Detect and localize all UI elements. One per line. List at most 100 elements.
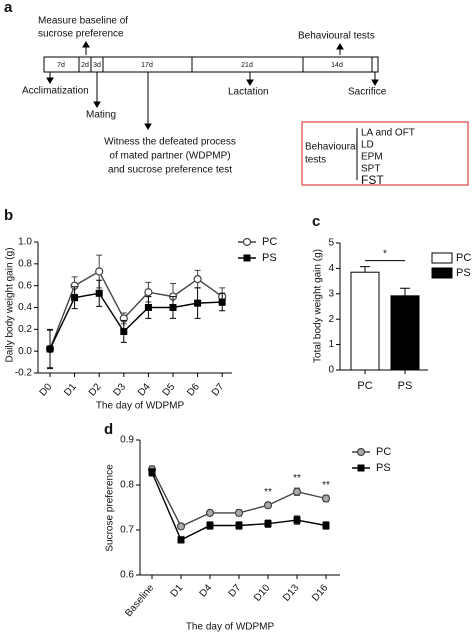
series-line bbox=[49, 270, 223, 350]
marker bbox=[95, 289, 103, 297]
error-bar bbox=[400, 287, 410, 296]
timeline-arrows bbox=[46, 41, 379, 130]
panel-label: b bbox=[4, 207, 13, 224]
marker bbox=[218, 298, 226, 306]
x-tick-label: D13 bbox=[281, 582, 302, 603]
x-tick-label: D0 bbox=[38, 381, 55, 398]
marker bbox=[321, 494, 331, 503]
y-tick-label: 0.8 bbox=[18, 258, 32, 269]
y-tick-label: 0.8 bbox=[120, 480, 134, 491]
y-tick-label: 0.2 bbox=[18, 324, 32, 335]
event-label: Acclimatization bbox=[22, 86, 89, 97]
marker bbox=[144, 304, 152, 311]
significance: * bbox=[383, 248, 387, 259]
marker bbox=[169, 304, 177, 311]
y-axis-title: Daily body weight gain (g) bbox=[5, 247, 16, 362]
test-item: FST bbox=[361, 173, 384, 187]
x-tick-label: D3 bbox=[111, 381, 128, 398]
x-tick-label: PC bbox=[357, 380, 372, 392]
segment-label: 3d bbox=[93, 62, 101, 69]
segment-label: 21d bbox=[241, 62, 253, 69]
marker bbox=[144, 288, 153, 297]
marker bbox=[234, 508, 244, 518]
x-tick-label: D5 bbox=[161, 381, 178, 398]
event-label: Lactation bbox=[228, 87, 269, 98]
y-axis-title: Sucrose preference bbox=[105, 464, 116, 552]
legend-label: PS bbox=[262, 252, 277, 264]
marker bbox=[176, 522, 186, 531]
segment-label: 14d bbox=[331, 62, 343, 69]
y-tick-label: 5 bbox=[328, 238, 334, 249]
marker bbox=[206, 522, 214, 529]
witness-text: Witness the defeated process bbox=[104, 137, 236, 148]
x-tick-label: PS bbox=[398, 380, 413, 392]
y-axis-title: Total body weight gain (g) bbox=[313, 249, 324, 363]
x-tick-label: D1 bbox=[169, 582, 186, 599]
y-tick-label: 0.0 bbox=[18, 346, 32, 357]
x-tick-label: D7 bbox=[210, 381, 227, 398]
marker bbox=[264, 520, 272, 528]
marker bbox=[292, 487, 302, 496]
event-label: Sacrifice bbox=[348, 87, 387, 98]
witness-text: and sucrose preference test bbox=[108, 165, 232, 176]
x-axis-title: The day of WDPMP bbox=[186, 622, 275, 633]
x-tick-label: D4 bbox=[136, 381, 153, 398]
marker bbox=[46, 345, 54, 353]
marker bbox=[243, 254, 251, 262]
x-axis-title: The day of WDPMP bbox=[96, 401, 185, 412]
marker bbox=[205, 508, 215, 518]
marker bbox=[322, 522, 330, 529]
y-tick-label: 0.6 bbox=[18, 280, 32, 291]
legend-label: PC bbox=[456, 252, 471, 264]
y-tick-label: 0.7 bbox=[120, 525, 134, 536]
error-bar bbox=[360, 266, 370, 273]
test-item: SPT bbox=[361, 164, 380, 175]
y-tick-label: 0 bbox=[328, 365, 334, 376]
test-item: LA and OFT bbox=[361, 128, 415, 139]
x-tick-label: D7 bbox=[227, 582, 244, 599]
x-tick-label: D2 bbox=[87, 381, 104, 398]
test-item: EPM bbox=[361, 152, 383, 163]
marker bbox=[194, 299, 202, 307]
test-item: LD bbox=[361, 140, 374, 151]
annotation: ** bbox=[293, 473, 301, 484]
panel-label: c bbox=[312, 213, 320, 230]
note: Measure baseline of bbox=[38, 16, 128, 27]
y-tick-label: 3 bbox=[328, 288, 334, 299]
x-tick-label: D10 bbox=[252, 582, 273, 603]
y-tick-label: 0.9 bbox=[120, 435, 134, 446]
timeline-bar bbox=[43, 56, 379, 73]
test-box-title: tests bbox=[305, 155, 326, 166]
marker bbox=[177, 536, 185, 544]
panel-label: a bbox=[4, 0, 13, 16]
test-box bbox=[301, 121, 469, 186]
test-box-title: Behavioural bbox=[305, 142, 358, 153]
y-tick-label: 1.0 bbox=[18, 237, 32, 248]
witness-text: of mated partner (WDPMP) bbox=[109, 151, 230, 162]
panel-label: d bbox=[104, 421, 113, 438]
marker bbox=[263, 501, 273, 510]
x-tick-label: Baseline bbox=[123, 582, 156, 619]
annotation: ** bbox=[322, 480, 330, 491]
series-line bbox=[49, 292, 223, 350]
marker bbox=[95, 267, 104, 276]
marker bbox=[357, 464, 365, 472]
marker bbox=[293, 516, 301, 524]
segment-label: 7d bbox=[57, 62, 65, 69]
legend-label: PC bbox=[376, 446, 391, 458]
y-tick-label: 0.6 bbox=[120, 570, 134, 581]
marker bbox=[71, 294, 79, 302]
y-tick-label: 0.4 bbox=[18, 302, 32, 313]
marker bbox=[356, 447, 366, 457]
y-tick-label: -0.2 bbox=[15, 368, 33, 379]
y-tick-label: 2 bbox=[328, 314, 334, 325]
legend-label: PS bbox=[456, 267, 471, 279]
segment-label: 2d bbox=[81, 62, 89, 69]
marker bbox=[235, 522, 243, 529]
y-tick-label: 4 bbox=[328, 263, 334, 274]
marker bbox=[242, 237, 252, 247]
x-tick-label: D4 bbox=[198, 582, 215, 599]
legend-swatch bbox=[431, 252, 453, 264]
